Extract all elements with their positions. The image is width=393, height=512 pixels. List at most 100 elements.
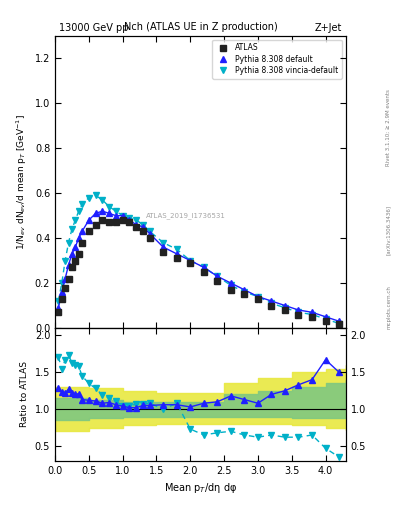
Pythia 8.308 default bbox=[161, 244, 165, 250]
Pythia 8.308 default bbox=[63, 275, 68, 282]
Pythia 8.308 vincia-default bbox=[141, 222, 145, 228]
Pythia 8.308 default bbox=[127, 217, 132, 223]
Pythia 8.308 vincia-default bbox=[283, 305, 287, 311]
Pythia 8.308 vincia-default bbox=[228, 282, 233, 288]
ATLAS bbox=[255, 296, 260, 302]
ATLAS bbox=[269, 303, 274, 309]
Pythia 8.308 vincia-default bbox=[66, 240, 71, 246]
ATLAS bbox=[107, 219, 112, 225]
Pythia 8.308 default bbox=[66, 262, 71, 268]
ATLAS bbox=[86, 228, 91, 234]
ATLAS bbox=[337, 321, 342, 327]
Pythia 8.308 default bbox=[76, 235, 81, 241]
Pythia 8.308 default bbox=[73, 244, 78, 250]
ATLAS bbox=[202, 269, 206, 275]
Text: ATLAS_2019_I1736531: ATLAS_2019_I1736531 bbox=[146, 212, 226, 219]
ATLAS bbox=[127, 219, 132, 225]
Pythia 8.308 vincia-default bbox=[127, 215, 132, 221]
ATLAS bbox=[66, 275, 71, 282]
Pythia 8.308 vincia-default bbox=[70, 226, 74, 232]
Pythia 8.308 default bbox=[242, 287, 247, 293]
Pythia 8.308 default bbox=[70, 251, 74, 257]
Pythia 8.308 vincia-default bbox=[255, 293, 260, 300]
ATLAS bbox=[80, 240, 84, 246]
Pythia 8.308 vincia-default bbox=[120, 212, 125, 219]
ATLAS bbox=[100, 217, 105, 223]
Text: 13000 GeV pp: 13000 GeV pp bbox=[59, 23, 129, 33]
Pythia 8.308 vincia-default bbox=[63, 258, 68, 264]
Pythia 8.308 default bbox=[215, 273, 220, 280]
Line: Pythia 8.308 default: Pythia 8.308 default bbox=[56, 208, 342, 324]
Pythia 8.308 vincia-default bbox=[242, 289, 247, 295]
ATLAS bbox=[283, 307, 287, 313]
Pythia 8.308 default bbox=[228, 280, 233, 286]
Text: mcplots.cern.ch: mcplots.cern.ch bbox=[386, 285, 391, 329]
Pythia 8.308 vincia-default bbox=[134, 217, 139, 223]
Y-axis label: Ratio to ATLAS: Ratio to ATLAS bbox=[20, 361, 29, 428]
Pythia 8.308 vincia-default bbox=[80, 201, 84, 207]
ATLAS bbox=[56, 309, 61, 315]
Pythia 8.308 vincia-default bbox=[215, 273, 220, 280]
ATLAS bbox=[120, 217, 125, 223]
Pythia 8.308 default bbox=[141, 224, 145, 230]
Pythia 8.308 default bbox=[323, 314, 328, 320]
ATLAS bbox=[323, 318, 328, 324]
Title: Nch (ATLAS UE in Z production): Nch (ATLAS UE in Z production) bbox=[123, 23, 277, 32]
Pythia 8.308 vincia-default bbox=[337, 321, 342, 327]
ATLAS bbox=[63, 285, 68, 291]
Pythia 8.308 default bbox=[188, 258, 193, 264]
Pythia 8.308 vincia-default bbox=[100, 197, 105, 203]
Pythia 8.308 vincia-default bbox=[107, 204, 112, 210]
ATLAS bbox=[59, 296, 64, 302]
ATLAS bbox=[141, 228, 145, 234]
Pythia 8.308 default bbox=[80, 228, 84, 234]
ATLAS bbox=[134, 224, 139, 230]
ATLAS bbox=[161, 248, 165, 254]
Pythia 8.308 default bbox=[86, 217, 91, 223]
Pythia 8.308 vincia-default bbox=[310, 311, 314, 317]
Pythia 8.308 default bbox=[114, 212, 118, 219]
Pythia 8.308 default bbox=[296, 307, 301, 313]
ATLAS bbox=[174, 255, 179, 262]
ATLAS bbox=[93, 222, 98, 228]
Pythia 8.308 vincia-default bbox=[59, 280, 64, 286]
Text: Z+Jet: Z+Jet bbox=[314, 23, 342, 33]
Text: [arXiv:1306.3436]: [arXiv:1306.3436] bbox=[386, 205, 391, 255]
ATLAS bbox=[147, 235, 152, 241]
Pythia 8.308 vincia-default bbox=[188, 258, 193, 264]
Pythia 8.308 default bbox=[100, 208, 105, 214]
Pythia 8.308 default bbox=[255, 293, 260, 300]
Pythia 8.308 default bbox=[120, 212, 125, 219]
Pythia 8.308 default bbox=[93, 210, 98, 217]
Pythia 8.308 vincia-default bbox=[56, 298, 61, 304]
Pythia 8.308 default bbox=[56, 305, 61, 311]
Pythia 8.308 vincia-default bbox=[161, 240, 165, 246]
Pythia 8.308 vincia-default bbox=[202, 264, 206, 270]
ATLAS bbox=[76, 251, 81, 257]
Text: Rivet 3.1.10; ≥ 2.9M events: Rivet 3.1.10; ≥ 2.9M events bbox=[386, 90, 391, 166]
X-axis label: Mean p$_T$/dη dφ: Mean p$_T$/dη dφ bbox=[164, 481, 237, 495]
Pythia 8.308 vincia-default bbox=[73, 217, 78, 223]
Pythia 8.308 default bbox=[269, 298, 274, 304]
Pythia 8.308 default bbox=[107, 210, 112, 217]
Legend: ATLAS, Pythia 8.308 default, Pythia 8.308 vincia-default: ATLAS, Pythia 8.308 default, Pythia 8.30… bbox=[212, 39, 342, 79]
Line: Pythia 8.308 vincia-default: Pythia 8.308 vincia-default bbox=[56, 193, 342, 326]
ATLAS bbox=[310, 314, 314, 320]
Pythia 8.308 vincia-default bbox=[76, 208, 81, 214]
Pythia 8.308 vincia-default bbox=[86, 195, 91, 201]
Pythia 8.308 default bbox=[174, 251, 179, 257]
Pythia 8.308 vincia-default bbox=[147, 228, 152, 234]
Pythia 8.308 default bbox=[283, 303, 287, 309]
Pythia 8.308 default bbox=[337, 318, 342, 324]
ATLAS bbox=[188, 260, 193, 266]
Pythia 8.308 vincia-default bbox=[174, 246, 179, 252]
Pythia 8.308 vincia-default bbox=[323, 316, 328, 322]
Pythia 8.308 default bbox=[202, 264, 206, 270]
Pythia 8.308 vincia-default bbox=[296, 309, 301, 315]
Pythia 8.308 vincia-default bbox=[114, 208, 118, 214]
Line: ATLAS: ATLAS bbox=[56, 218, 342, 326]
Pythia 8.308 default bbox=[147, 230, 152, 237]
ATLAS bbox=[114, 219, 118, 225]
ATLAS bbox=[296, 311, 301, 317]
Pythia 8.308 vincia-default bbox=[93, 193, 98, 199]
